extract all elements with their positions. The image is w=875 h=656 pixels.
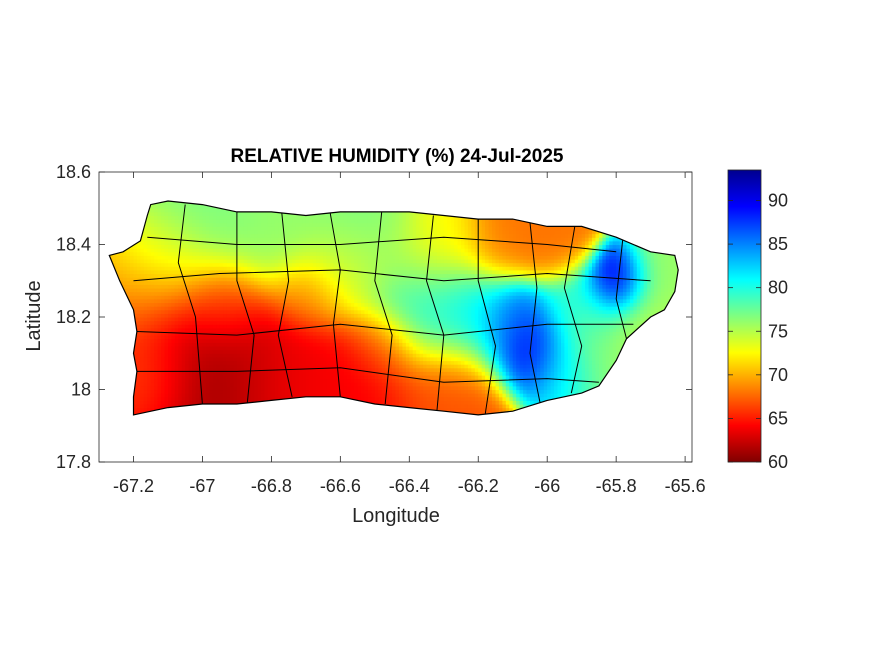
y-tick-label: 18.2	[56, 307, 91, 327]
boundary-line	[236, 211, 255, 405]
colorbar-tick-label: 70	[768, 365, 788, 385]
y-tick-label: 18.4	[56, 235, 91, 255]
boundary-line	[425, 215, 445, 412]
colorbar: 90 85 80 75 70 65 60	[727, 169, 788, 472]
boundary-line	[133, 269, 651, 282]
colorbar-tick-label: 90	[768, 191, 788, 211]
x-tick-label: -66.4	[389, 476, 430, 496]
x-tick-label: -67.2	[113, 476, 154, 496]
colorbar-tick-label: 80	[768, 278, 788, 298]
x-tick-label: -66.8	[251, 476, 292, 496]
x-tick-label: -65.8	[596, 476, 637, 496]
boundary-line	[136, 367, 599, 383]
x-tick-label: -65.6	[665, 476, 706, 496]
colorbar-tick-label: 75	[768, 321, 788, 341]
y-axis-label: Latitude	[23, 280, 45, 351]
y-tick-label: 18.6	[56, 162, 91, 182]
plot-area: -67.2 -67 -66.8 -66.6 -66.4 -66.2 -66 -65.8 -65.…	[56, 162, 706, 496]
colorbar-gradient	[727, 169, 762, 463]
y-tick-label: 17.8	[56, 452, 91, 472]
colorbar-tick-label: 85	[768, 234, 788, 254]
x-axis-label: Longitude	[352, 505, 440, 527]
x-tick-label: -67	[189, 476, 215, 496]
coastline	[108, 200, 679, 416]
municipal-boundaries	[133, 204, 651, 415]
boundary-line	[563, 226, 583, 394]
boundary-line	[147, 236, 617, 253]
boundary-line	[136, 323, 634, 336]
boundary-line	[374, 211, 393, 405]
boundary-line	[177, 204, 203, 405]
x-axis-ticks: -67.2 -67 -66.8 -66.6 -66.4 -66.2 -66 -65.8 -65.…	[113, 172, 706, 496]
boundary-line	[277, 211, 293, 397]
chart-title: RELATIVE HUMIDITY (%) 24-Jul-2025	[231, 146, 564, 167]
x-tick-label: -66.6	[320, 476, 361, 496]
colorbar-tick-label: 65	[768, 408, 788, 428]
y-tick-label: 18	[71, 380, 91, 400]
x-tick-label: -66	[534, 476, 560, 496]
x-tick-label: -66.2	[458, 476, 499, 496]
colorbar-tick-label: 60	[768, 452, 788, 472]
boundary-line	[615, 237, 627, 339]
colorbar-ticks: 90 85 80 75 70 65 60	[728, 191, 788, 472]
y-axis-ticks: 18.6 18.4 18.2 18 17.8	[56, 162, 692, 472]
boundary-line	[329, 211, 341, 397]
